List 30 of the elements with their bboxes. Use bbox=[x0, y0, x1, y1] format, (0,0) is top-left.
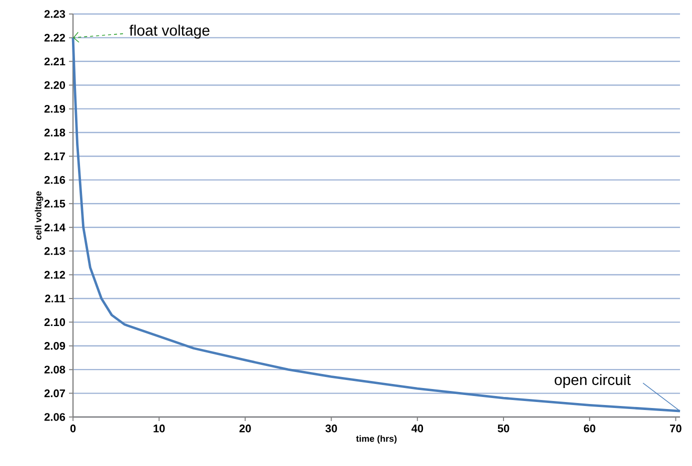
y-tick-label: 2.06 bbox=[44, 413, 66, 421]
y-tick-label: 2.20 bbox=[44, 81, 66, 90]
y-tick-label: 2.21 bbox=[44, 58, 66, 66]
y-tick-label: 2.16 bbox=[44, 176, 66, 184]
y-tick-label: 2.14 bbox=[44, 224, 66, 232]
y-tick-label: 2.23 bbox=[44, 10, 66, 18]
y-axis-title: cell voltage bbox=[34, 191, 44, 240]
x-tick-label: 20 bbox=[239, 424, 251, 432]
y-tick-label: 2.17 bbox=[44, 152, 65, 160]
x-tick-label: 40 bbox=[411, 424, 424, 432]
x-tick-label: 70 bbox=[670, 424, 682, 432]
x-tick-label: 0 bbox=[70, 424, 76, 432]
y-tick-label: 2.18 bbox=[44, 128, 66, 136]
x-tick-label: 10 bbox=[154, 424, 165, 432]
x-tick-label: 50 bbox=[498, 424, 510, 432]
y-tick-label: 2.13 bbox=[44, 247, 66, 255]
y-tick-label: 2.11 bbox=[45, 294, 66, 302]
y-tick-label: 2.10 bbox=[44, 318, 66, 326]
x-tick-label: 60 bbox=[584, 424, 596, 432]
y-tick-label: 2.12 bbox=[44, 270, 66, 279]
y-tick-label: 2.15 bbox=[44, 200, 66, 208]
y-tick-label: 2.19 bbox=[44, 104, 66, 113]
x-axis-title: time (hrs) bbox=[356, 435, 397, 444]
x-tick-label: 30 bbox=[325, 424, 337, 432]
y-tick-label: 2.22 bbox=[44, 34, 66, 42]
y-tick-label: 2.08 bbox=[44, 366, 66, 374]
annotation: open circuit bbox=[554, 374, 631, 388]
y-tick-label: 2.09 bbox=[44, 342, 66, 350]
annotation: float voltage bbox=[129, 24, 210, 39]
y-tick-label: 2.07 bbox=[44, 389, 65, 398]
